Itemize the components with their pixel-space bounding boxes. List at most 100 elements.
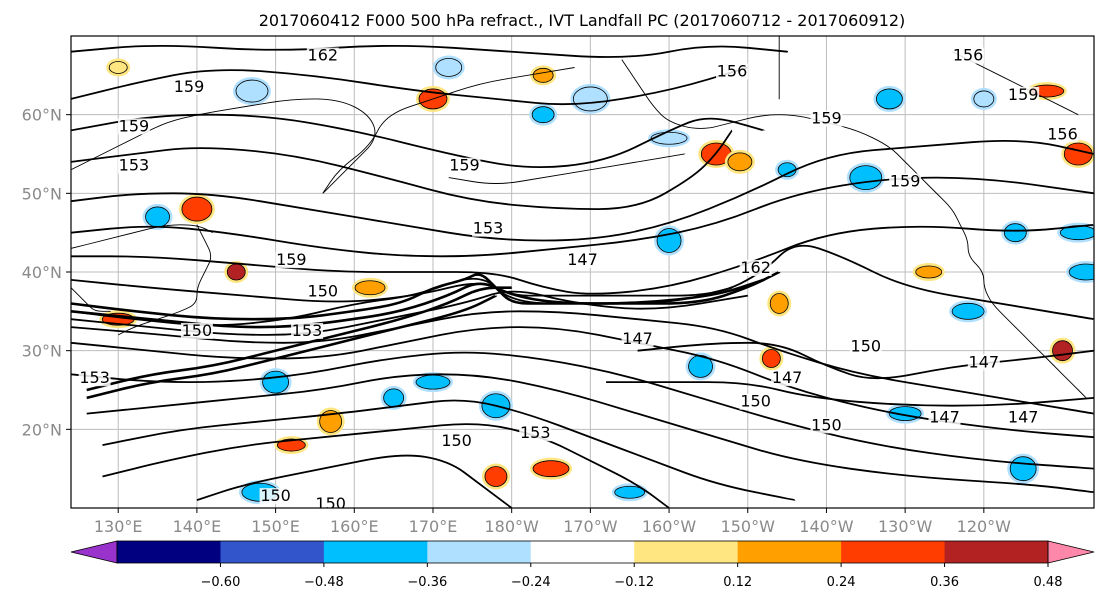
contour-label: 156	[1047, 124, 1078, 143]
contour-line	[102, 423, 670, 508]
jet-contour-line	[71, 270, 781, 321]
contour-label-bg	[928, 409, 961, 426]
anomaly-blob	[531, 106, 555, 124]
contour-label-bg	[739, 393, 772, 410]
contour-label-bg	[306, 47, 339, 64]
contour-line	[71, 44, 789, 58]
contour-label: 159	[276, 250, 307, 269]
lat-tick-label: 40°N	[22, 263, 62, 282]
latitude-tick-labels: 60°N 50°N 40°N 30°N 20°N	[22, 106, 71, 439]
anomaly-blob	[849, 165, 883, 191]
lon-tick-label: 120°W	[957, 517, 1012, 536]
contour-label-bg	[180, 322, 213, 339]
contour-label-bg	[519, 425, 552, 442]
lon-tick-label: 140°W	[799, 517, 854, 536]
contour-label-bg	[117, 157, 150, 174]
colorbar-tick-label: −0.60	[201, 575, 241, 590]
contour-label: 159	[119, 116, 150, 135]
graticule	[71, 36, 1094, 508]
anomaly-blob	[951, 302, 985, 320]
colorbar-segment	[220, 541, 325, 563]
contour-label-bg	[566, 252, 599, 269]
anomaly-blob	[1068, 263, 1094, 281]
anomaly-blob	[262, 370, 290, 394]
colorbar-tick-label: −0.24	[511, 575, 551, 590]
contour-label-bg	[275, 252, 308, 269]
contour-label-bg	[440, 433, 473, 450]
contour-line	[71, 223, 1094, 295]
anomaly-blob	[614, 485, 646, 499]
contour-line	[71, 310, 1094, 415]
contour-label-bg	[117, 118, 150, 135]
jet-contour-line	[86, 294, 498, 400]
contour-label: 150	[182, 321, 213, 340]
colorbar-tick-label: −0.36	[407, 575, 447, 590]
lon-tick-label: 130°W	[878, 517, 933, 536]
anomaly-blob	[532, 67, 554, 83]
contour-line	[71, 351, 1094, 470]
contour-label: 156	[717, 61, 748, 80]
lon-tick-label: 130°E	[94, 517, 143, 536]
contour-label-bg	[1007, 409, 1040, 426]
contour-label: 162	[308, 46, 339, 65]
lon-tick-label: 150°W	[721, 517, 776, 536]
colorbar-segment	[634, 541, 739, 563]
lat-tick-label: 20°N	[22, 420, 62, 439]
contour-label-bg	[849, 338, 882, 355]
lon-tick-label: 150°E	[251, 517, 300, 536]
contour-label-bg	[810, 417, 843, 434]
contour-line	[86, 373, 1094, 494]
anomaly-blob	[415, 374, 451, 390]
anomaly-blob	[319, 410, 343, 433]
contour-label: 147	[622, 329, 653, 348]
anomaly-blob	[1052, 340, 1073, 362]
contour-label-bg	[314, 496, 347, 508]
colorbar-segment	[737, 541, 842, 563]
contour-label-bg	[448, 157, 481, 174]
contour-label: 150	[851, 337, 882, 356]
contour-label: 147	[567, 250, 598, 269]
contour-label: 150	[441, 431, 472, 450]
contour-label: 150	[315, 494, 346, 513]
contour-line	[102, 399, 796, 502]
contour-label: 147	[1008, 407, 1039, 426]
colorbar-extend-high	[1047, 540, 1095, 564]
contour-label-bg	[306, 283, 339, 300]
contour-label-bg	[716, 63, 749, 80]
anomaly-blob	[1063, 142, 1093, 166]
anomaly-blob	[876, 88, 903, 110]
anomaly-blob	[354, 280, 386, 296]
lat-tick-label: 30°N	[22, 342, 62, 361]
contour-label-bg	[259, 488, 292, 505]
contour-label: 150	[811, 415, 842, 434]
contour-line	[606, 381, 1094, 407]
contour-line	[71, 66, 749, 106]
contour-label: 153	[119, 156, 150, 175]
contour-label-bg	[889, 173, 922, 190]
contour-label: 156	[953, 46, 984, 65]
contour-label-bg	[771, 370, 804, 387]
contour-line	[71, 140, 1094, 242]
map-title: 2017060412 F000 500 hPa refract., IVT La…	[259, 11, 906, 30]
anomaly-blob	[181, 196, 213, 222]
contour-label: 153	[520, 423, 551, 442]
lon-tick-label: 140°E	[173, 517, 222, 536]
anomaly-blob	[1003, 223, 1027, 243]
colorbar-segment	[323, 541, 428, 563]
contour-line	[196, 454, 513, 508]
contour-label: 150	[740, 392, 771, 411]
contour-label: 153	[473, 219, 504, 238]
colorbar-frame	[116, 540, 1049, 564]
contour-label-bg	[967, 354, 1000, 371]
contour-label: 147	[929, 407, 960, 426]
anomaly-blob	[108, 61, 128, 74]
coastline	[322, 67, 575, 194]
coastline	[621, 59, 1087, 399]
contour-label: 147	[772, 368, 803, 387]
anomaly-blob	[484, 466, 508, 487]
colorbar-tick-label: 0.48	[1034, 575, 1063, 590]
colorbar-segment	[530, 541, 635, 563]
colorbar-segment	[841, 541, 946, 563]
